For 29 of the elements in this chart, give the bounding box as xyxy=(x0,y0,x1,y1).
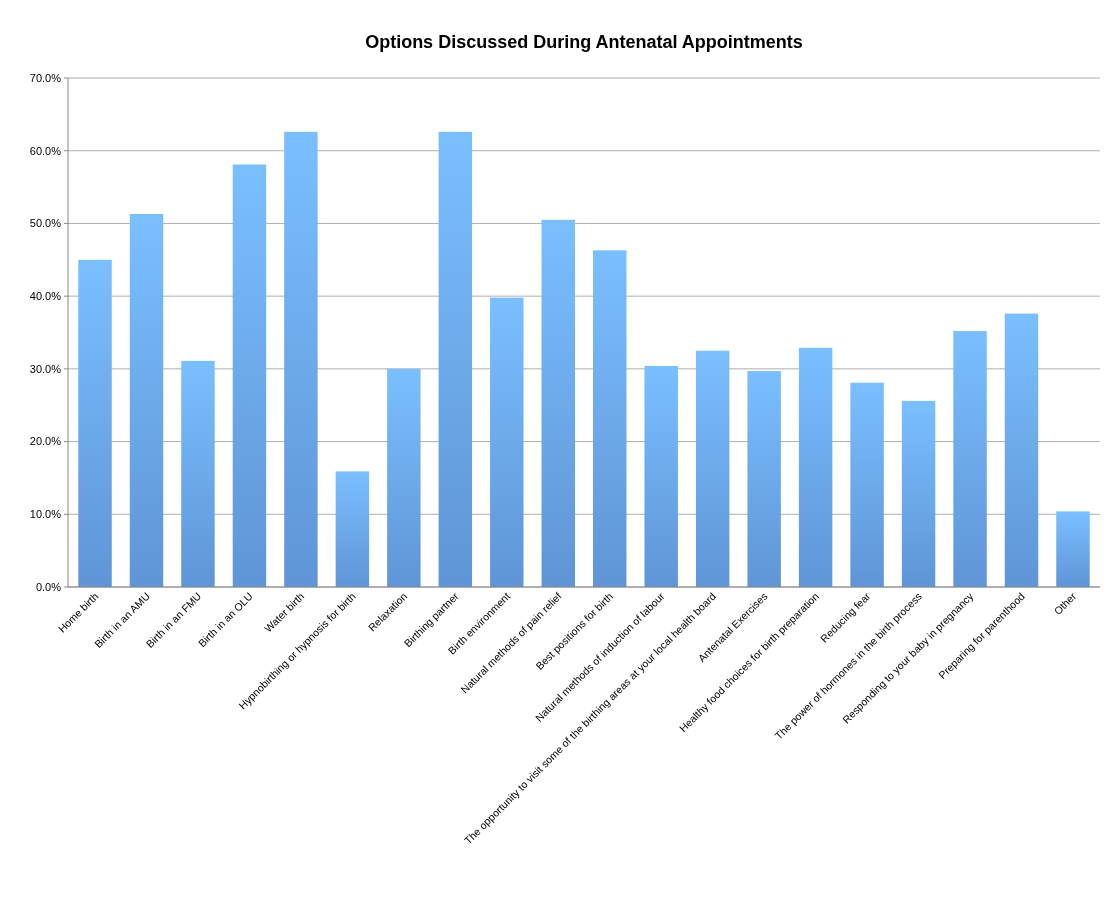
bar xyxy=(541,219,575,587)
bar xyxy=(129,213,164,587)
bar xyxy=(387,368,421,587)
bar xyxy=(695,350,730,587)
bar xyxy=(747,371,781,587)
bar xyxy=(798,347,833,587)
y-tick-label: 20.0% xyxy=(29,435,62,448)
y-tick-label: 70.0% xyxy=(29,71,62,84)
bar xyxy=(593,250,627,587)
bar xyxy=(181,360,215,587)
bar xyxy=(1056,511,1090,587)
bar xyxy=(78,259,112,587)
y-tick-label: 60.0% xyxy=(29,144,62,157)
bar xyxy=(644,365,678,587)
bar xyxy=(901,400,936,587)
bar xyxy=(1004,313,1039,587)
y-tick-label: 10.0% xyxy=(29,508,62,521)
bar xyxy=(490,297,524,587)
bar xyxy=(953,331,987,587)
y-tick-label: 40.0% xyxy=(29,289,62,302)
bar xyxy=(284,131,318,587)
y-tick-label: 30.0% xyxy=(29,362,62,375)
y-tick-label: 0.0% xyxy=(35,580,62,593)
bar xyxy=(850,382,884,587)
bar xyxy=(335,471,370,587)
bar xyxy=(232,164,267,587)
bar xyxy=(438,131,473,587)
y-tick-label: 50.0% xyxy=(29,217,62,230)
chart-title: Options Discussed During Antenatal Appointments xyxy=(365,32,803,52)
